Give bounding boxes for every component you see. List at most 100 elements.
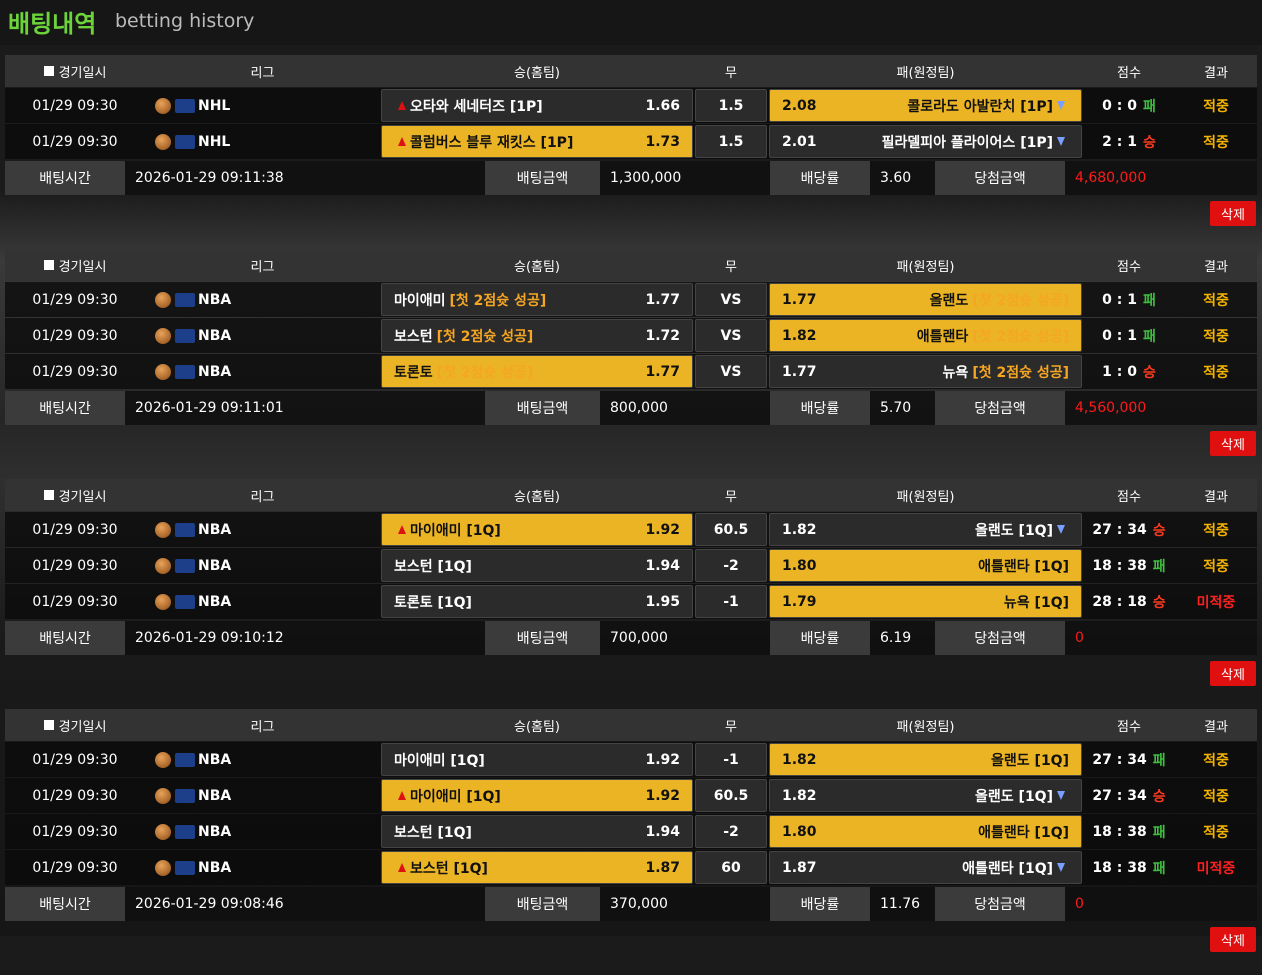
- result: 적중: [1203, 292, 1229, 309]
- away-cell: 1.87 애틀랜타 [1Q]: [768, 850, 1083, 885]
- team-name: 애틀랜타 [1Q]: [962, 860, 1053, 877]
- home-box: 마이애미 [첫 2점슛 성공] 1.77: [381, 283, 693, 316]
- column-label: 경기일시: [58, 259, 107, 275]
- summary-value: 6.19: [870, 621, 935, 655]
- checkbox[interactable]: [43, 260, 54, 270]
- home-odds: 1.87: [645, 859, 680, 876]
- column-label: 리그: [250, 259, 275, 275]
- team-tag: [첫 2점슛 성공]: [972, 328, 1069, 345]
- away-team: 애틀랜타 [1Q]: [817, 822, 1069, 842]
- home-cell: 보스턴 [1Q] 1.94: [380, 814, 694, 849]
- result: 적중: [1203, 364, 1229, 381]
- away-team: 애틀랜타 [첫 2점슛 성공]: [817, 326, 1069, 346]
- summary-label: 당첨금액: [935, 621, 1065, 655]
- league-icon: [155, 327, 171, 344]
- summary-label: 배팅시간: [5, 391, 125, 425]
- draw-value: 60.5: [713, 521, 749, 538]
- league: NBA: [145, 814, 380, 849]
- summary-label: 배당률: [770, 887, 870, 921]
- draw-value: 60: [721, 859, 741, 876]
- away-team: 필라델피아 플라이어스 [1P]: [817, 132, 1053, 152]
- column-header: 결과: [1175, 249, 1257, 281]
- summary-label: 당첨금액: [935, 391, 1065, 425]
- delete-button[interactable]: 삭제: [1210, 661, 1256, 686]
- draw-box: -2: [695, 549, 767, 582]
- score-text: 18 : 38: [1092, 557, 1147, 574]
- score-text: 0 : 1: [1102, 291, 1137, 308]
- summary-value: 4,560,000: [1065, 391, 1257, 425]
- game-row: 01/29 09:30 NBA 보스턴 [1Q] 1.94 -2 1.80 애틀랜타 [1Q…: [5, 814, 1257, 849]
- league-name: NHL: [198, 97, 231, 114]
- away-cell: 1.79 뉴욕 [1Q]: [768, 584, 1083, 619]
- score: 18 : 38 패: [1083, 850, 1175, 885]
- score-mark: 패: [1152, 824, 1166, 841]
- summary-row: 배팅시간 2026-01-29 09:08:46 배팅금액 370,000 배당률 11.…: [5, 887, 1257, 921]
- team-name: 보스턴 [1Q]: [394, 824, 472, 841]
- checkbox[interactable]: [43, 66, 54, 76]
- team-name: 토론토: [394, 364, 433, 381]
- up-arrow: [398, 525, 406, 534]
- delete-button[interactable]: 삭제: [1210, 927, 1256, 952]
- team-name: 마이애미 [1Q]: [394, 752, 485, 769]
- draw-cell: -1: [694, 584, 768, 619]
- game-row: 01/29 09:30 NBA 토론토 [1Q] 1.95 -1 1.79 뉴욕 [1Q] 2…: [5, 584, 1257, 619]
- delete-button[interactable]: 삭제: [1210, 201, 1256, 226]
- summary-value: 3.60: [870, 161, 935, 195]
- summary-label: 배팅시간: [5, 161, 125, 195]
- draw-value: VS: [720, 291, 742, 308]
- score-mark: 패: [1142, 98, 1156, 115]
- page-subtitle: betting history: [115, 10, 255, 32]
- home-cell: 마이애미 [첫 2점슛 성공] 1.77: [380, 282, 694, 317]
- draw-box: -2: [695, 815, 767, 848]
- checkbox[interactable]: [43, 490, 54, 500]
- column-label: 점수: [1117, 65, 1141, 81]
- score: 27 : 34 패: [1083, 742, 1175, 777]
- page: 배팅내역 betting history 경기일시 리그 승(홈팀) 무 패(원정팀) 점…: [0, 0, 1262, 952]
- draw-cell: -2: [694, 548, 768, 583]
- league-name: NBA: [198, 787, 232, 804]
- column-header: 결과: [1175, 709, 1257, 741]
- summary-value: 0: [1065, 887, 1257, 921]
- column-header: 무: [694, 249, 768, 281]
- draw-cell: VS: [694, 354, 768, 389]
- away-box: 1.77 올랜도 [첫 2점슛 성공]: [769, 283, 1082, 316]
- column-header: 경기일시: [5, 479, 145, 511]
- score-text: 0 : 0: [1102, 97, 1137, 114]
- summary-value: 5.70: [870, 391, 935, 425]
- game-row: 01/29 09:30 NBA 마이애미 [1Q] 1.92 60.5 1.82 올랜도 […: [5, 512, 1257, 547]
- column-label: 결과: [1204, 489, 1228, 505]
- draw-value: VS: [720, 363, 742, 380]
- result: 적중: [1203, 788, 1229, 805]
- away-cell: 1.82 올랜도 [1Q]: [768, 778, 1083, 813]
- game-row: 01/29 09:30 NBA 보스턴 [1Q] 1.94 -2 1.80 애틀랜타 [1Q…: [5, 548, 1257, 583]
- column-header: 승(홈팀): [380, 249, 694, 281]
- league-logo: [175, 788, 195, 803]
- column-header: 결과: [1175, 479, 1257, 511]
- date: 01/29 09:30: [32, 521, 118, 538]
- date: 01/29 09:30: [32, 133, 118, 150]
- checkbox[interactable]: [43, 720, 54, 730]
- league-logo: [175, 364, 195, 379]
- league: NBA: [145, 512, 380, 547]
- league: NBA: [145, 318, 380, 353]
- column-header: 점수: [1083, 709, 1175, 741]
- delete-button[interactable]: 삭제: [1210, 431, 1256, 456]
- column-label: 승(홈팀): [513, 489, 561, 505]
- away-box: 1.87 애틀랜타 [1Q]: [769, 851, 1082, 884]
- score-text: 0 : 1: [1102, 327, 1137, 344]
- summary-value: 2026-01-29 09:11:01: [125, 391, 485, 425]
- home-box: 보스턴 [1Q] 1.94: [381, 549, 693, 582]
- summary-row: 배팅시간 2026-01-29 09:10:12 배팅금액 700,000 배당률 6.1…: [5, 621, 1257, 655]
- date: 01/29 09:30: [32, 823, 118, 840]
- league-icon: [155, 823, 171, 840]
- summary-label: 배팅금액: [485, 161, 600, 195]
- away-box: 1.77 뉴욕 [첫 2점슛 성공]: [769, 355, 1082, 388]
- game-row: 01/29 09:30 NBA 마이애미 [첫 2점슛 성공] 1.77 VS 1.77 올랜…: [5, 282, 1257, 317]
- date: 01/29 09:30: [32, 557, 118, 574]
- game-row: 01/29 09:30 NBA 마이애미 [1Q] 1.92 60.5 1.82 올랜도 […: [5, 778, 1257, 813]
- home-team: 토론토 [첫 2점슛 성공]: [394, 362, 645, 382]
- column-header: 승(홈팀): [380, 479, 694, 511]
- home-team: 마이애미 [1Q]: [410, 520, 645, 540]
- result: 적중: [1203, 752, 1229, 769]
- away-cell: 1.80 애틀랜타 [1Q]: [768, 548, 1083, 583]
